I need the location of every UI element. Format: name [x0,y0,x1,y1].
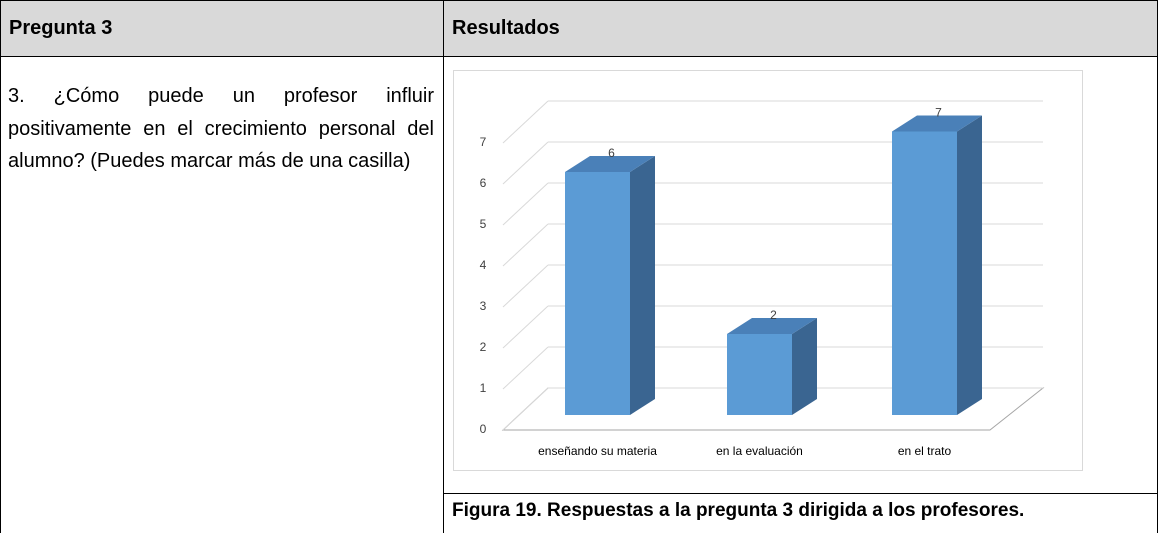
bar-top [892,115,982,132]
bar-side [792,318,817,415]
bar [727,334,792,415]
grid-line [502,182,549,226]
y-tick-label: 3 [480,299,487,313]
question-text: 3. ¿Cómo puede un profesor influir posit… [8,85,434,172]
y-tick-label: 7 [480,135,487,149]
grid-line [502,305,549,349]
value-label: 2 [770,308,777,322]
grid-line [502,346,549,390]
value-label: 6 [608,146,615,160]
y-tick-label: 2 [480,340,487,354]
cell [0,56,444,533]
y-tick-label: 4 [480,258,487,272]
header-text: Resultados [452,17,560,39]
y-tick-label: 1 [480,381,487,395]
grid-line [502,223,549,267]
header-cell: Resultados [443,0,1158,57]
bar-side [630,156,655,415]
header-cell: Pregunta 3 [0,0,444,57]
y-tick-label: 0 [480,422,487,436]
x-tick-label: en la evaluación [716,444,803,458]
bar-top [565,156,655,172]
grid-line [502,387,549,431]
x-tick-label: en el trato [898,444,952,458]
x-tick-label: enseñando su materia [538,444,657,458]
bar [565,172,630,415]
grid-line [502,264,549,308]
value-label: 7 [935,106,942,120]
y-tick-label: 5 [480,217,487,231]
bar-side [957,115,982,415]
chart: 0 1 2 3 4 5 6 7 6 enseñando su materia 2 en la eval… [453,70,1083,471]
divider [443,493,1158,494]
caption: Figura 19. Respuestas a la pregunta 3 di… [452,500,1025,521]
y-tick-label: 6 [480,176,487,190]
grid-line [502,100,549,144]
bar [892,131,957,415]
header-text: Pregunta 3 [9,17,113,39]
bar-top [727,318,817,334]
grid-line [502,141,549,185]
